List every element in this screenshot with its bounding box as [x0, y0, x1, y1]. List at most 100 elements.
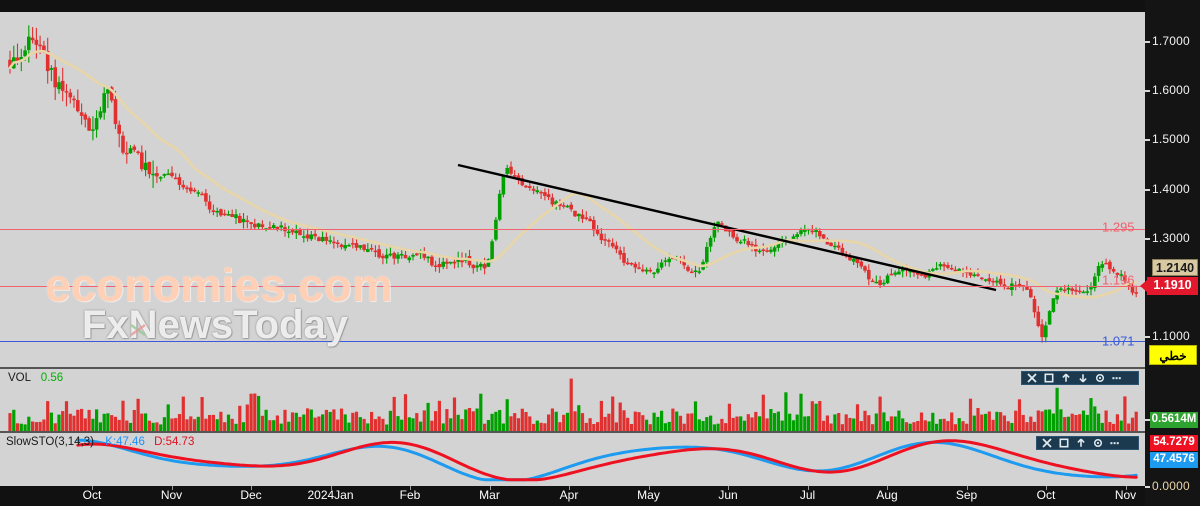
time-tick-mark	[92, 486, 93, 490]
price-tick: 1.4000	[1145, 182, 1200, 196]
time-tick-label: Feb	[399, 488, 421, 502]
price-tick-label: 1.3000	[1152, 230, 1190, 245]
settings-icon[interactable]	[1093, 438, 1103, 448]
price-tick-label: 1.7000	[1152, 33, 1190, 48]
stochastic-chart-svg	[76, 438, 1138, 482]
price-chart-panel[interactable]	[0, 12, 1145, 367]
stochastic-panel-header: SlowSTO(3,14,3) K:47.46 D:54.73	[6, 436, 194, 448]
time-tick-mark	[1046, 486, 1047, 490]
resistance-line-1196[interactable]	[0, 286, 1145, 287]
candlestick-series	[8, 25, 1138, 343]
close-icon[interactable]	[1042, 438, 1052, 448]
resistance-label-1295: 1.295	[1102, 219, 1135, 235]
price-tick-label: 1.6000	[1152, 82, 1190, 97]
time-tick-label: Nov	[1114, 488, 1137, 502]
volume-panel-header: VOL 0.56	[8, 372, 63, 384]
price-tick: 1.6000	[1145, 83, 1200, 97]
time-tick-mark	[569, 486, 570, 490]
close-icon[interactable]	[1027, 373, 1037, 383]
axis-tick-mark	[1145, 419, 1150, 421]
descending-trendline[interactable]	[457, 163, 997, 292]
time-tick-mark	[728, 486, 729, 490]
time-tick-label: Dec	[240, 488, 262, 502]
time-tick-label: Jul	[799, 488, 816, 502]
maximize-icon[interactable]	[1044, 373, 1054, 383]
time-axis[interactable]: Oct Nov Dec 2024Jan Feb Mar Apr May Jun Jul Aug Sep…	[0, 486, 1145, 506]
time-tick-label: Oct	[82, 488, 102, 502]
maximize-icon[interactable]	[1059, 438, 1069, 448]
support-label-1071: 1.071	[1102, 333, 1135, 349]
time-tick-label: Sep	[955, 488, 978, 502]
time-tick-mark	[489, 486, 491, 490]
price-tick-label: 1.4000	[1152, 181, 1190, 196]
stochastic-d-value: D:54.73	[154, 436, 195, 448]
price-tick-label: 1.5000	[1152, 132, 1190, 147]
axis-tick-mark	[1145, 486, 1150, 488]
stochastic-panel-toolbar[interactable]	[1036, 436, 1139, 450]
volume-axis-tick	[1145, 419, 1200, 421]
price-tick-mark	[1145, 139, 1150, 142]
move-up-icon[interactable]	[1076, 438, 1086, 448]
time-tick-label: May	[637, 488, 660, 502]
time-tick-label: Apr	[559, 488, 579, 502]
price-axis[interactable]	[1145, 0, 1200, 506]
volume-panel-toolbar[interactable]	[1021, 371, 1139, 385]
axis-tick-label: 0.0000	[1152, 479, 1190, 493]
time-tick-mark	[807, 486, 809, 490]
panel-separator-stochastic	[0, 431, 1145, 433]
moving-average-line	[8, 49, 1138, 299]
moving-average-value-tag: 1.2140	[1152, 259, 1198, 276]
stochastic-k-line	[76, 438, 1138, 482]
stochastic-panel[interactable]	[0, 433, 1145, 486]
price-tick-mark	[1145, 188, 1150, 191]
time-tick-mark	[410, 486, 411, 490]
price-tick-mark	[1145, 40, 1150, 43]
stochastic-d-line	[76, 439, 1138, 482]
stochastic-zero-tick: 0.0000	[1145, 479, 1200, 493]
time-tick-mark	[171, 486, 173, 490]
last-price-tag: 1.1910	[1140, 277, 1198, 295]
stochastic-k-value: K:47.46	[105, 436, 145, 448]
more-icon[interactable]	[1110, 438, 1120, 448]
move-up-icon[interactable]	[1061, 373, 1071, 383]
stochastic-indicator-name: SlowSTO(3,14,3)	[6, 436, 94, 448]
resistance-line-1295[interactable]	[0, 229, 1145, 230]
time-tick-mark	[330, 486, 332, 490]
price-tick-mark	[1145, 336, 1150, 339]
price-tick: 1.1000	[1145, 329, 1200, 343]
volume-value-tag: 0.5614M	[1150, 412, 1198, 428]
time-tick-label: Oct	[1036, 488, 1056, 502]
time-tick-label: 2024Jan	[307, 488, 354, 502]
price-tick-mark	[1145, 237, 1150, 240]
settings-icon[interactable]	[1095, 373, 1105, 383]
price-tick-mark	[1145, 89, 1150, 92]
time-tick-label: Mar	[479, 488, 500, 502]
support-line-1071[interactable]	[0, 341, 1145, 342]
panel-separator-volume	[0, 367, 1145, 369]
stochastic-k-tag: 47.4576	[1150, 452, 1198, 468]
resistance-label-1196: 1.196	[1102, 272, 1135, 288]
time-tick-mark	[966, 486, 968, 490]
time-tick-label: Jun	[718, 488, 738, 502]
time-tick-mark	[887, 486, 888, 490]
time-tick-mark	[1125, 486, 1127, 490]
time-tick-label: Aug	[876, 488, 898, 502]
volume-panel[interactable]	[0, 369, 1145, 431]
price-tick: 1.3000	[1145, 231, 1200, 245]
more-icon[interactable]	[1112, 373, 1122, 383]
volume-indicator-name: VOL	[8, 372, 31, 384]
volume-chart-svg	[8, 378, 1138, 431]
move-down-icon[interactable]	[1078, 373, 1088, 383]
stochastic-d-tag: 54.7279	[1150, 435, 1198, 451]
time-tick-mark	[251, 486, 252, 490]
time-tick-mark	[648, 486, 650, 490]
linear-scale-button[interactable]: خطي	[1149, 345, 1197, 365]
volume-bars	[8, 378, 1138, 431]
price-tick-label: 1.1000	[1152, 329, 1190, 344]
price-chart-svg	[8, 25, 1138, 343]
volume-indicator-value: 0.56	[40, 372, 64, 384]
time-tick-label: Nov	[160, 488, 183, 502]
price-tick: 1.7000	[1145, 34, 1200, 48]
price-tick: 1.5000	[1145, 132, 1200, 146]
